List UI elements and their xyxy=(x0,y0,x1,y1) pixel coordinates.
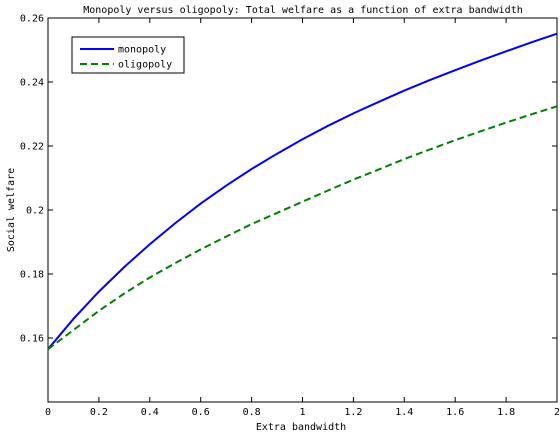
legend-label-monopoly: monopoly xyxy=(118,45,166,56)
x-tick-label: 1.4 xyxy=(395,407,413,418)
x-tick-label: 1 xyxy=(299,407,305,418)
x-tick-label: 0.2 xyxy=(90,407,108,418)
x-tick-label: 2 xyxy=(554,407,560,418)
series-line-oligopoly xyxy=(47,105,558,350)
x-tick-label: 0.4 xyxy=(141,407,159,418)
x-tick-label: 1.8 xyxy=(497,407,515,418)
plot-frame xyxy=(47,17,558,403)
y-tick-label: 0.2 xyxy=(26,206,44,217)
legend: monopoly oligopoly xyxy=(71,36,185,74)
x-tick-label: 0 xyxy=(45,407,51,418)
x-tick-label: 0.6 xyxy=(192,407,210,418)
y-tick-label: 0.24 xyxy=(20,78,44,89)
plot-area: 0 0.2 0.4 0.6 0.8 1 1.2 1.4 1.6 1.8 2 0.16 0.18 0.2 0.… xyxy=(20,14,560,419)
y-tick-label: 0.26 xyxy=(20,14,44,25)
y-tick-label: 0.22 xyxy=(20,142,44,153)
x-tick-label: 0.8 xyxy=(243,407,261,418)
legend-box xyxy=(71,36,185,74)
y-axis-label: Social welfare xyxy=(6,168,17,252)
x-axis-label: Extra bandwidth xyxy=(256,422,346,433)
x-tick-label: 1.2 xyxy=(344,407,362,418)
chart-title: Monopoly versus oligopoly: Total welfare… xyxy=(83,5,523,16)
x-tick-label: 1.6 xyxy=(446,407,464,418)
y-tick-label: 0.16 xyxy=(20,334,44,345)
legend-label-oligopoly: oligopoly xyxy=(118,60,172,71)
y-tick-label: 0.18 xyxy=(20,270,44,281)
series-line-monopoly xyxy=(47,32,558,350)
